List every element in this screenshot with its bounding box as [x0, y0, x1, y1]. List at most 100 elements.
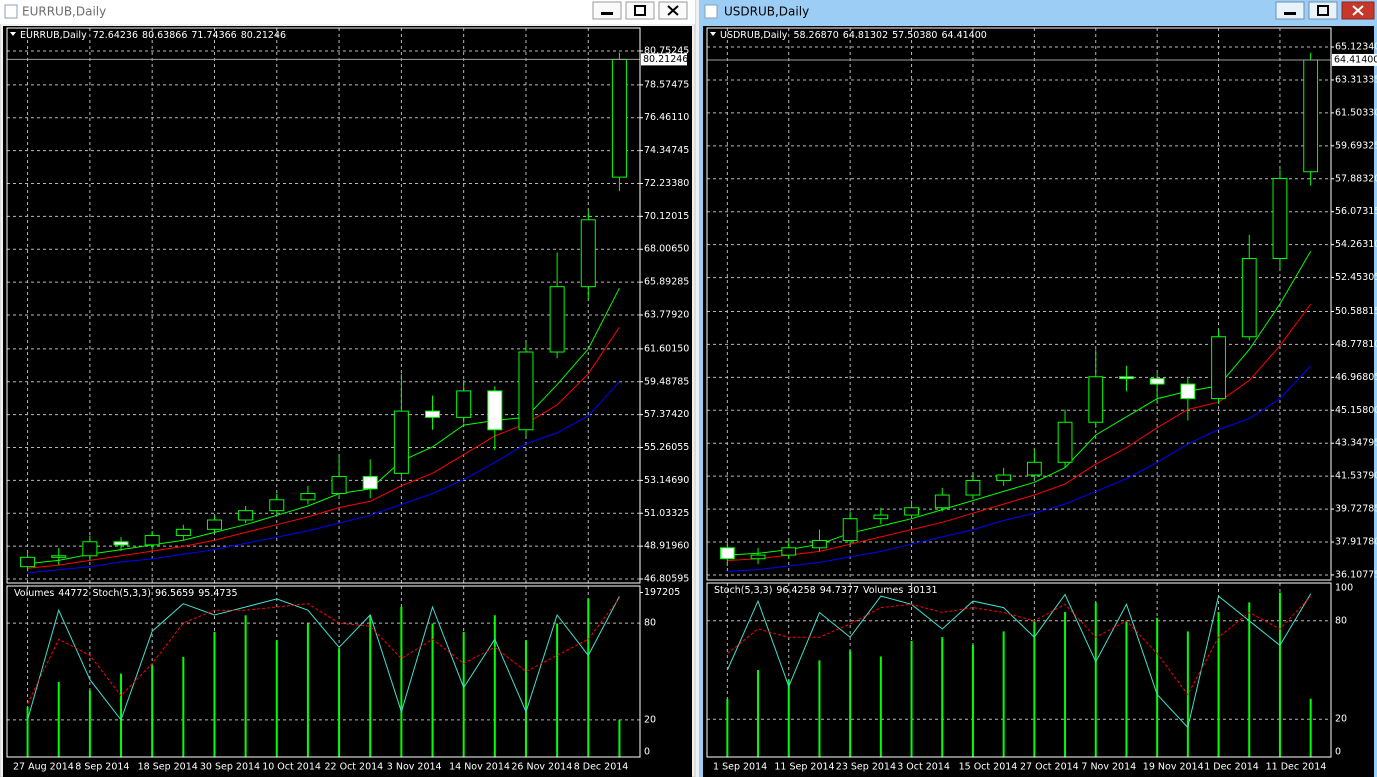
symbol-label: USDRUB,Daily	[720, 30, 788, 41]
indicator-header: Volumes 44772 Stoch(5,3,3) 96.5659 95.4735	[14, 588, 238, 599]
maximize-icon	[1317, 5, 1329, 16]
x-tick-label: 1 Dec 2014	[1204, 762, 1259, 773]
x-tick-label: 19 Nov 2014	[1143, 762, 1204, 773]
candle-body	[175, 528, 191, 537]
y-tick-label: 0	[1335, 747, 1341, 758]
price-tag-label: 64.41400	[1334, 54, 1377, 65]
y-tick-label: 20	[644, 714, 656, 725]
candle-body	[965, 479, 981, 496]
ohlc-value: 64.81302	[843, 30, 888, 41]
candle-body	[719, 547, 735, 560]
symbol-label: EURRUB,Daily	[20, 30, 87, 41]
maximize-button[interactable]	[1308, 1, 1338, 20]
candle-body	[1241, 258, 1257, 338]
y-tick-label: 46.80595	[644, 574, 689, 585]
price-pane-frame	[6, 27, 641, 584]
y-tick-label: 61.50330	[1335, 107, 1377, 118]
candle-body	[51, 555, 67, 558]
x-tick-label: 27 Oct 2014	[1020, 762, 1079, 773]
stoch-signal-value: 94.7377	[820, 585, 859, 596]
candle-body	[904, 507, 919, 516]
y-tick-label: 65.89285	[644, 277, 689, 288]
chart-header: EURRUB,Daily 72.64236 80.63866 71.74366 80.2…	[20, 30, 286, 41]
x-tick-label: 22 Oct 2014	[325, 762, 384, 773]
y-tick-label: 57.88320	[1335, 173, 1377, 184]
collapse-arrow	[710, 32, 716, 36]
candle-body	[393, 410, 409, 474]
chart-background	[703, 26, 1374, 777]
candle-body	[238, 510, 254, 521]
y-tick-label: 56.07315	[1335, 206, 1377, 217]
stoch-main	[726, 593, 1312, 729]
candle-body	[1088, 376, 1104, 423]
x-tick-label: 1 Sep 2014	[713, 762, 767, 773]
minimize-button[interactable]	[1275, 1, 1305, 20]
ohlc-value: 57.50380	[892, 30, 937, 41]
window-icon	[4, 4, 18, 19]
volume-name: Volumes	[863, 585, 903, 596]
title-bar[interactable]	[699, 0, 1377, 24]
candle-body	[113, 541, 129, 546]
candle-body	[611, 58, 627, 178]
y-tick-label: 48.91960	[644, 541, 689, 552]
y-tick-label: 50.58815	[1335, 306, 1377, 317]
candle-body	[300, 493, 316, 501]
y-tick-label: 74.34745	[644, 145, 689, 156]
x-tick-label: 27 Aug 2014	[13, 762, 74, 773]
chart-background	[3, 26, 692, 777]
y-tick-label: 100	[1335, 582, 1353, 593]
y-tick-label: 65.12340	[1335, 42, 1377, 53]
y-tick-label: 43.34795	[1335, 438, 1377, 449]
y-tick-label: 51.03325	[644, 508, 689, 519]
title-bar[interactable]	[0, 0, 695, 24]
window-buttons	[1275, 1, 1375, 20]
candle-body	[487, 390, 503, 431]
candle-body	[331, 475, 347, 495]
candle-body	[1303, 59, 1319, 173]
x-tick-label: 3 Oct 2014	[897, 762, 950, 773]
stoch-name: Stoch(5,3,3)	[714, 585, 772, 596]
x-tick-label: 11 Sep 2014	[774, 762, 834, 773]
price-tag	[641, 53, 687, 66]
volume-value: 44772	[58, 588, 88, 599]
y-tick-label: 36.10775	[1335, 569, 1377, 580]
candle-body	[750, 554, 766, 560]
x-tick-label: 3 Nov 2014	[387, 762, 442, 773]
candle-body	[1149, 378, 1165, 385]
window-title: USDRUB,Daily	[724, 5, 809, 19]
y-tick-label: 48.77810	[1335, 339, 1377, 350]
minimize-button[interactable]	[592, 1, 622, 20]
y-tick-label: 0	[644, 747, 650, 758]
candle-body	[781, 547, 797, 556]
chart-header: USDRUB,Daily 58.26870 64.81302 57.50380 64.4…	[720, 30, 987, 41]
close-icon	[1352, 5, 1364, 16]
stoch-signal	[27, 597, 620, 705]
indicator-pane-frame	[6, 585, 641, 758]
candle-body	[456, 390, 472, 418]
y-tick-label: 52.45305	[1335, 272, 1377, 283]
price-pane-frame	[706, 27, 1332, 581]
candle-body	[1026, 461, 1042, 476]
candle-body	[425, 410, 441, 418]
window-icon	[704, 4, 718, 19]
y-tick-label: 57.37420	[644, 409, 689, 420]
candle-body	[934, 494, 950, 509]
window-title: EURRUB,Daily	[22, 5, 106, 19]
y-tick-label: 80	[644, 618, 656, 629]
moving-average	[727, 303, 1312, 561]
window-buttons	[592, 1, 688, 20]
indicator-header: Stoch(5,3,3) 96.4258 94.7377 Volumes 30131	[714, 585, 938, 596]
y-tick-label: 63.31335	[1335, 74, 1377, 85]
x-tick-label: 8 Dec 2014	[574, 762, 629, 773]
moving-average	[27, 381, 620, 574]
ohlc-value: 58.26870	[793, 30, 838, 41]
candle-body	[1272, 177, 1288, 260]
stoch-main-value: 96.4258	[776, 585, 815, 596]
candle-body	[1119, 376, 1134, 380]
maximize-button[interactable]	[625, 1, 655, 20]
y-tick-label: 37.91780	[1335, 537, 1377, 548]
ohlc-value: 80.21246	[241, 30, 286, 41]
candle-body	[580, 219, 596, 288]
price-tag-label: 80.21246	[643, 54, 688, 65]
